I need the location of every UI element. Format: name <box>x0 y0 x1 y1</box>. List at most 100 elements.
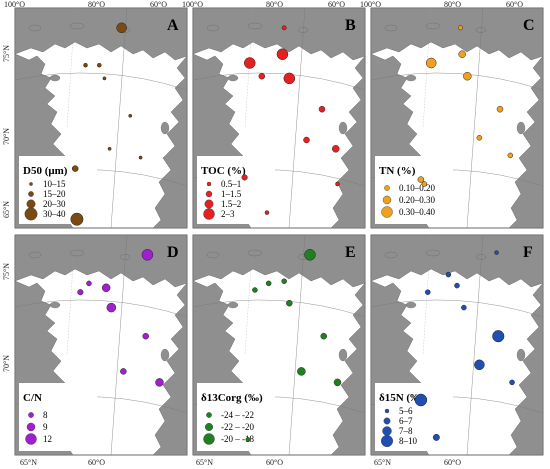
station-marker <box>304 249 316 261</box>
station-marker <box>265 280 272 287</box>
station-marker <box>264 210 270 215</box>
land-north <box>14 7 188 61</box>
longitude-line <box>466 234 484 456</box>
bottom-tick: 60°O <box>266 458 283 467</box>
station-marker <box>417 176 425 183</box>
latitude-line <box>14 299 188 318</box>
island <box>425 22 441 30</box>
legend-label: 2–3 <box>221 209 235 219</box>
panel-C: TN (%) 0.10–0.20 0.20–0.30 0.30–0.40 C <box>370 7 544 229</box>
legend-label: 9 <box>43 422 48 432</box>
latitude-line <box>370 72 544 91</box>
station-marker <box>70 212 84 226</box>
island <box>49 74 61 82</box>
longitude-tick: 60°O <box>150 0 167 9</box>
land-east <box>330 282 366 456</box>
station-marker <box>106 302 117 313</box>
station-marker <box>492 330 505 343</box>
station-marker <box>102 76 107 81</box>
legend-label: 20–30 <box>43 199 66 209</box>
legend: C/N8 9 12 <box>19 383 97 451</box>
legend-marker <box>25 433 37 445</box>
panel-E: δ13Corg (‰) -24 – -22 -22 – -20 -20 – -18 E <box>192 234 366 456</box>
station-marker <box>303 136 310 144</box>
station-marker <box>252 287 258 293</box>
station-marker <box>458 50 466 58</box>
legend-marker <box>29 182 33 186</box>
land-east <box>330 55 366 229</box>
legend-label: 12 <box>43 434 52 444</box>
station-marker <box>414 393 428 407</box>
station-marker <box>474 359 485 371</box>
station-marker <box>120 368 127 375</box>
longitude-tick: 100°O <box>4 0 25 9</box>
longitude-tick: 100°O <box>360 0 381 9</box>
station-marker <box>245 437 251 443</box>
station-marker <box>425 289 431 295</box>
legend-label: 30–40 <box>43 209 66 219</box>
longitude-tick: 80°O <box>88 0 105 9</box>
latitude-line <box>192 72 366 91</box>
legend-label: 8–10 <box>399 436 418 446</box>
island <box>405 301 417 309</box>
legend-title: D50 (μm) <box>23 165 68 177</box>
bottom-tick: 65°N <box>374 458 391 467</box>
latitude-tick: 70°N <box>2 355 11 372</box>
legend-label: 0.30–0.40 <box>399 207 436 217</box>
land-north <box>370 7 544 61</box>
legend: TOC (%) 0.5–11–1.51.5–22–3 <box>197 156 275 224</box>
island <box>69 22 85 30</box>
legend-title: C/N <box>23 392 42 404</box>
legend: TN (%) 0.10–0.20 0.20–0.30 0.30–0.40 <box>375 156 453 224</box>
panel-letter: B <box>345 17 356 34</box>
station-marker <box>77 289 84 296</box>
island <box>160 348 170 362</box>
island <box>425 249 441 257</box>
longitude-line <box>288 7 306 229</box>
island <box>119 254 131 260</box>
station-marker <box>425 57 437 69</box>
bathymetry-contour <box>244 234 254 356</box>
island <box>475 27 487 33</box>
latitude-tick: 65°N <box>2 201 11 218</box>
legend: δ15N (‰) 5–66–77–88–10 <box>375 383 453 451</box>
legend-marker <box>206 181 212 187</box>
station-marker <box>107 146 112 151</box>
legend-marker <box>206 412 212 418</box>
legend-label: 15–20 <box>43 189 66 199</box>
station-marker <box>454 282 460 289</box>
bottom-tick: 60°O <box>444 458 461 467</box>
legend-label: -20 – -18 <box>221 434 254 444</box>
legend-marker <box>26 199 36 209</box>
longitude-tick: 100°O <box>182 0 203 9</box>
station-marker <box>494 250 499 255</box>
panel-B: TOC (%) 0.5–11–1.51.5–22–3 B <box>192 7 366 229</box>
island <box>247 22 263 30</box>
latitude-tick: 70°N <box>2 128 11 145</box>
station-marker <box>244 57 256 69</box>
island <box>206 24 220 32</box>
legend-marker <box>205 190 213 198</box>
longitude-tick: 60°O <box>506 0 523 9</box>
panel-letter: C <box>523 17 535 34</box>
latitude-line <box>14 72 188 91</box>
legend-marker <box>28 412 34 418</box>
station-marker <box>463 71 472 81</box>
legend-marker <box>381 206 393 218</box>
station-marker <box>97 62 102 68</box>
legend-label: 1–1.5 <box>221 189 242 199</box>
longitude-line <box>110 7 128 229</box>
panel-F: δ15N (‰) 5–66–77–88–10 F <box>370 234 544 456</box>
legend-marker <box>203 208 215 220</box>
bottom-tick: 60°O <box>88 458 105 467</box>
legend-marker <box>204 422 213 431</box>
legend-title: TOC (%) <box>201 165 246 177</box>
longitude-line <box>288 234 306 456</box>
bathymetry-contour <box>66 7 76 129</box>
legend-marker <box>203 433 215 445</box>
land-north <box>370 234 544 288</box>
island <box>405 74 417 82</box>
station-marker <box>318 105 326 113</box>
station-marker <box>128 113 133 118</box>
